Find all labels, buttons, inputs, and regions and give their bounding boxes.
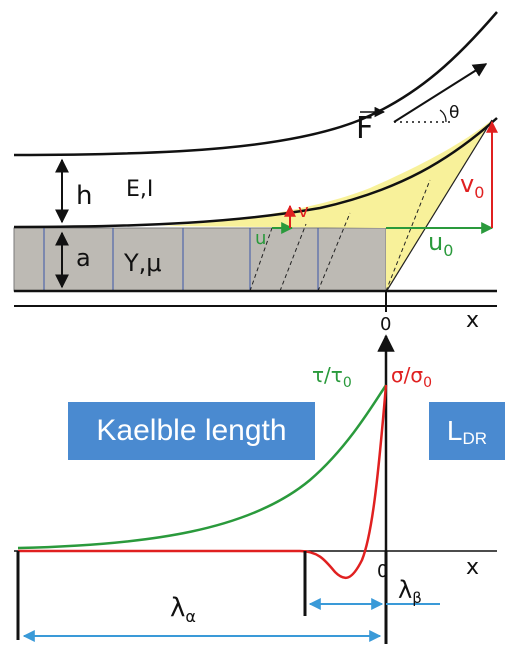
beam-top-curve: [13, 11, 498, 157]
kaelble-length-box: Kaelble length: [68, 402, 315, 460]
tau-label: τ/τ0: [312, 363, 352, 391]
theta-label: θ: [449, 103, 459, 123]
ldr-sub-text: DR: [462, 429, 488, 448]
beam-bottom-curve: [13, 117, 498, 229]
sigma-label: σ/σ0: [391, 363, 432, 391]
layer-thickness-label: a: [76, 244, 91, 272]
v-label: v: [298, 201, 309, 222]
origin-label-top: 0: [380, 314, 391, 335]
undeformed-grid-lines: [43, 228, 319, 291]
layer-props-label: Y,μ: [123, 249, 162, 277]
height-label: h: [76, 181, 92, 211]
lambda-beta-label: λβ: [398, 576, 422, 607]
peel-edge: [385, 119, 493, 293]
v0-label: v0: [460, 170, 484, 202]
ldr-box: L DR: [429, 402, 505, 460]
lambda-alpha-label: λα: [170, 593, 196, 626]
theta-arc: [439, 109, 447, 123]
origin-label-bottom: 0: [377, 561, 388, 582]
shear-stress-curve: [17, 384, 388, 550]
u0-label: u0: [428, 228, 453, 260]
kaelble-length-text: Kaelble length: [96, 414, 287, 447]
beam-props-label: E,I: [126, 177, 153, 202]
x-axis-label-top: x: [466, 308, 479, 333]
force-label: F: [356, 111, 373, 146]
ldr-main-text: L: [446, 415, 463, 446]
normal-stress-curve: [18, 384, 388, 580]
adhesive-layer: [13, 227, 387, 292]
sheared-lines: [249, 179, 431, 292]
u-label: u: [255, 228, 266, 249]
x-axis-label-bottom: x: [466, 555, 479, 580]
force-arrow: [393, 63, 488, 123]
